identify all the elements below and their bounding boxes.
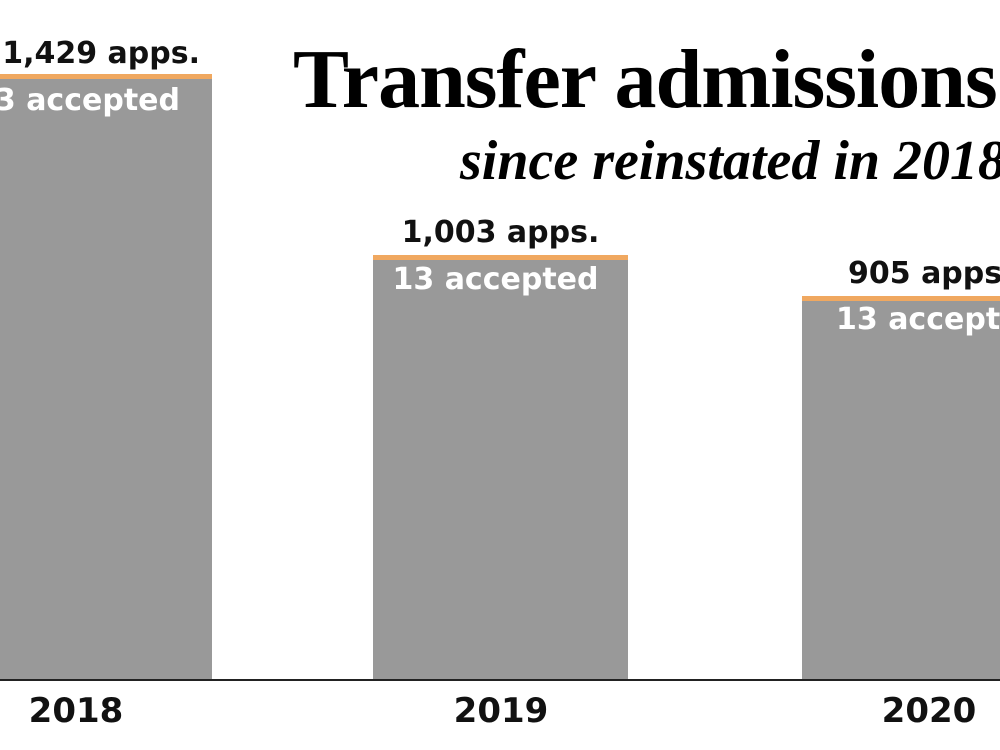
bar-2020-apps-label: 905 apps.	[848, 256, 1000, 291]
x-tick-2018: 2018	[28, 691, 124, 731]
bar-2020	[802, 296, 1000, 680]
bar-2019-apps-label: 1,003 apps.	[401, 215, 600, 250]
x-tick-2020: 2020	[881, 691, 977, 731]
bar-2020-cap	[802, 296, 1000, 301]
x-axis-baseline	[0, 679, 1000, 681]
bar-2018-apps-label: 1,429 apps.	[2, 36, 200, 71]
chart-title: Transfer admissions	[293, 33, 998, 126]
bar-2019	[373, 255, 628, 680]
bar-2019-accepted-label: 13 accepted	[392, 262, 599, 297]
bar-2019-cap	[373, 255, 628, 260]
bar-2018-cap	[0, 74, 212, 79]
bar-2020-accepted-label: 13 accepted	[836, 302, 1000, 337]
x-tick-2019: 2019	[453, 691, 549, 731]
bar-2018	[0, 74, 212, 680]
bar-2018-accepted-label: 13 accepted	[0, 83, 180, 118]
chart-subtitle: since reinstated in 2018	[460, 130, 1000, 192]
